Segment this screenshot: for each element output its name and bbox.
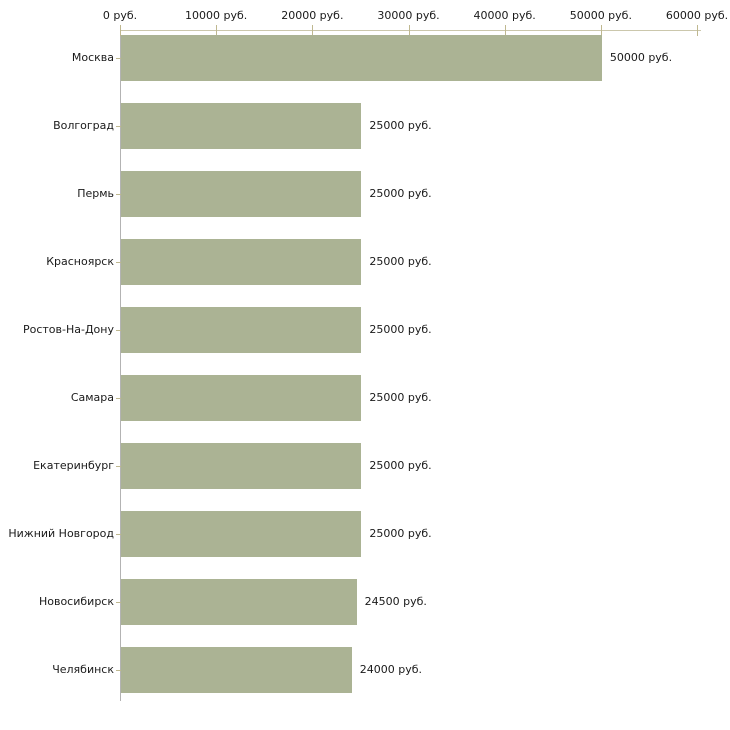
category-label: Челябинск xyxy=(52,663,114,676)
category-label: Нижний Новгород xyxy=(8,527,114,540)
x-axis-tick-label: 20000 руб. xyxy=(281,9,344,22)
bar-value-label: 25000 руб. xyxy=(369,527,432,540)
category-label: Ростов-На-Дону xyxy=(22,323,114,336)
category-tick xyxy=(116,126,121,127)
bar-value-label: 25000 руб. xyxy=(369,187,432,200)
x-axis-tick-label: 40000 руб. xyxy=(473,9,536,22)
category-label: Волгоград xyxy=(53,119,114,132)
bar-value-label: 25000 руб. xyxy=(369,391,432,404)
category-label: Москва xyxy=(71,51,114,64)
bar-нижний-новгород[interactable] xyxy=(121,511,362,557)
category-label: Новосибирск xyxy=(38,595,114,608)
x-axis-tick-label: 10000 руб. xyxy=(185,9,248,22)
x-axis-tick xyxy=(216,25,218,36)
bar-новосибирск[interactable] xyxy=(121,579,357,625)
x-axis-tick-label: 50000 руб. xyxy=(569,9,632,22)
category-tick xyxy=(116,602,121,603)
bar-пермь[interactable] xyxy=(121,171,362,217)
x-axis-tick xyxy=(408,25,410,36)
x-axis-line xyxy=(120,30,701,31)
bar-москва[interactable] xyxy=(121,35,602,81)
category-label: Самара xyxy=(70,391,114,404)
bar-челябинск[interactable] xyxy=(121,647,352,693)
x-axis-tick xyxy=(600,25,602,36)
bar-value-label: 50000 руб. xyxy=(609,51,673,64)
bar-волгоград[interactable] xyxy=(121,103,362,149)
category-label: Красноярск xyxy=(46,255,114,268)
category-tick xyxy=(116,670,121,671)
bar-value-label: 25000 руб. xyxy=(369,255,432,268)
bar-value-label: 24000 руб. xyxy=(359,663,423,676)
x-axis-tick-label: 0 руб. xyxy=(102,9,138,22)
y-axis-line xyxy=(120,30,121,701)
x-axis-tick xyxy=(120,25,121,36)
bar-value-label: 25000 руб. xyxy=(369,119,432,132)
category-tick xyxy=(116,330,121,331)
bar-value-label: 24500 руб. xyxy=(364,595,427,608)
x-axis-tick-label: 30000 руб. xyxy=(377,9,440,22)
category-tick xyxy=(116,262,121,263)
category-tick xyxy=(116,466,121,467)
category-tick xyxy=(116,58,121,59)
bar-value-label: 25000 руб. xyxy=(369,459,432,472)
category-tick xyxy=(116,194,121,195)
category-tick xyxy=(116,398,121,399)
bar-екатеринбург[interactable] xyxy=(121,443,362,489)
category-label: Пермь xyxy=(77,187,114,200)
category-label: Екатеринбург xyxy=(33,459,114,472)
category-tick xyxy=(116,534,121,535)
bar-самара[interactable] xyxy=(121,375,362,421)
x-axis-tick xyxy=(504,25,506,36)
x-axis-tick xyxy=(312,25,314,36)
bar-красноярск[interactable] xyxy=(121,239,362,285)
x-axis-tick xyxy=(697,25,698,36)
bar-value-label: 25000 руб. xyxy=(369,323,432,336)
bar-ростов-на-дону[interactable] xyxy=(121,307,362,353)
x-axis-tick-label: 60000 руб. xyxy=(665,9,729,22)
